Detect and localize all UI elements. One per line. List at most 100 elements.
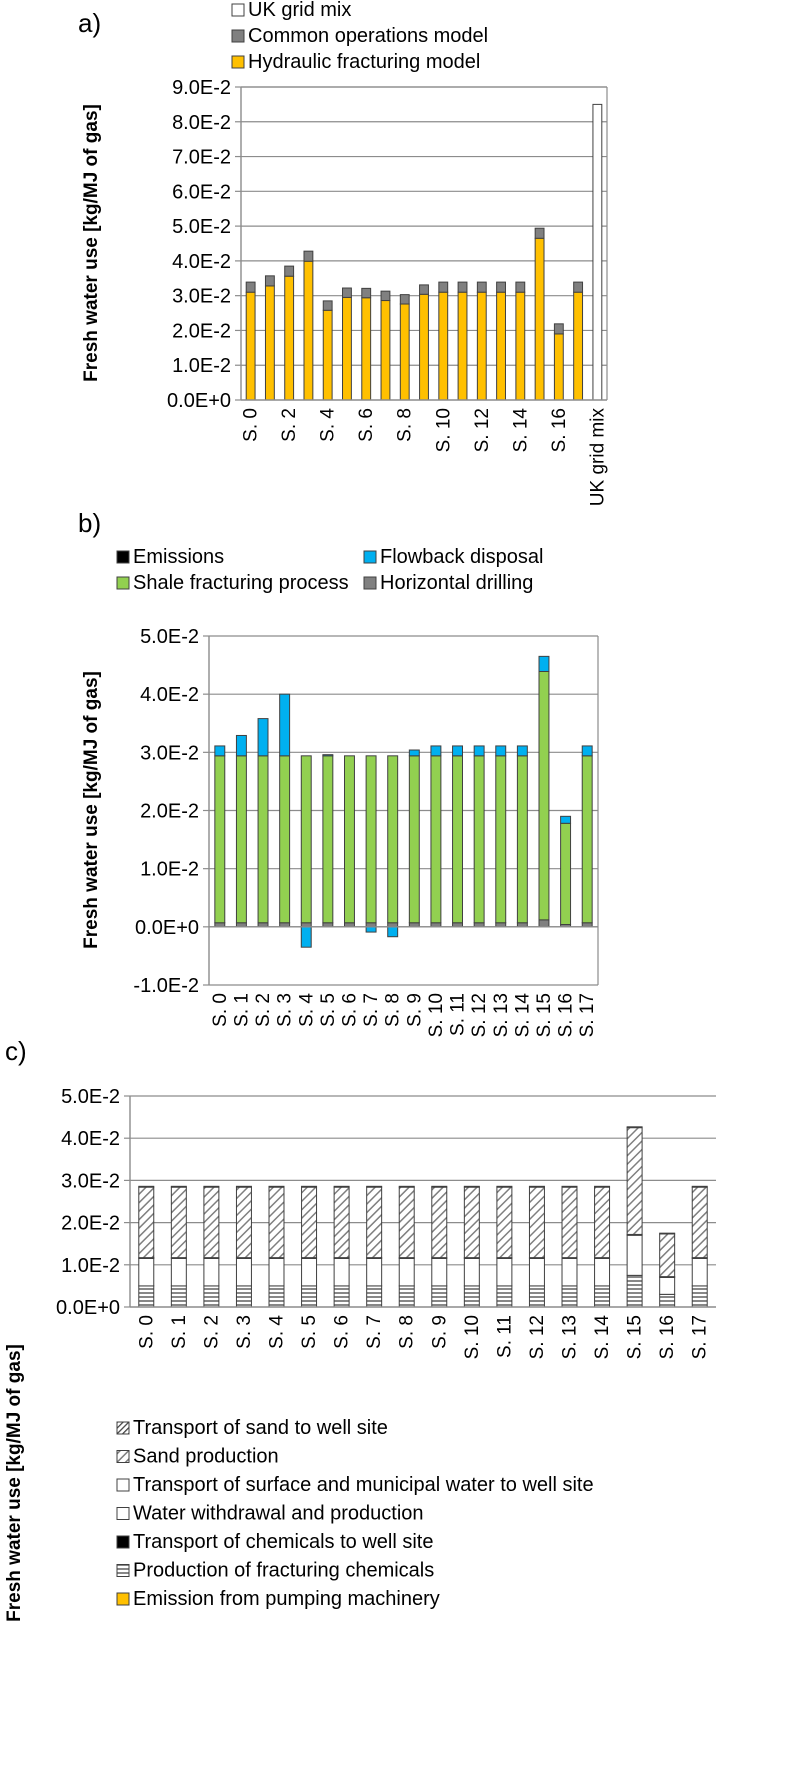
- bar-segment: [268, 1186, 285, 1259]
- bar-segment: [691, 1186, 708, 1259]
- bar-segment: [301, 1285, 318, 1308]
- bar-segment: [463, 1185, 480, 1188]
- bar-segment: [528, 1185, 545, 1188]
- bar-segment: [496, 1285, 513, 1308]
- bar-segment: [430, 745, 442, 757]
- y-tick-label: 0.0E+0: [56, 1297, 120, 1319]
- x-tick-label: S. 17: [577, 993, 598, 1037]
- bar-segment: [691, 1185, 708, 1188]
- bar-segment: [322, 754, 334, 757]
- x-tick-label: S. 0: [136, 1315, 157, 1349]
- legend-swatch: [116, 1478, 130, 1492]
- x-tick-label: S. 8: [397, 1315, 418, 1349]
- bar-segment: [366, 1285, 383, 1308]
- bar-segment: [528, 1285, 545, 1308]
- y-tick-label: 5.0E-2: [140, 626, 199, 648]
- bar-segment: [138, 1185, 155, 1188]
- x-tick-label: S. 10: [426, 993, 447, 1037]
- bar-segment: [538, 670, 550, 921]
- bar-segment: [561, 1185, 578, 1188]
- y-tick-label: 1.0E-2: [140, 859, 199, 881]
- chart-c: c) 5.0E-2 4.0E-2 3.0E-2 2.0E-2 1.0E-2 0.0E+0 Fr…: [4, 1036, 716, 1622]
- legend-label: Transport of sand to well site: [133, 1417, 388, 1439]
- bar-segment: [264, 275, 275, 287]
- bar-segment: [496, 1186, 513, 1259]
- panel-label: b): [78, 508, 101, 538]
- bar-segment: [398, 1186, 415, 1259]
- legend-label: UK grid mix: [248, 0, 351, 21]
- bar-segment: [626, 1274, 643, 1308]
- x-tick-label: S. 4: [318, 408, 339, 442]
- bar-segment: [476, 291, 487, 401]
- x-tick-label: S. 0: [210, 993, 231, 1027]
- legend-swatch: [116, 576, 130, 590]
- bar-segment: [473, 745, 485, 757]
- bar-segment: [235, 1186, 252, 1259]
- bar-segment: [301, 1257, 318, 1287]
- y-tick-label: 5.0E-2: [61, 1086, 120, 1108]
- bar-segment: [300, 926, 312, 948]
- legend-swatch: [116, 1507, 130, 1520]
- bar-segment: [561, 1285, 578, 1308]
- bar-segment: [538, 655, 550, 672]
- x-tick-label: S. 8: [383, 993, 404, 1027]
- x-tick-label: S. 1: [231, 993, 252, 1027]
- x-tick-label: S. 14: [512, 993, 533, 1038]
- bar-segment: [594, 1285, 611, 1308]
- bar-segment: [496, 1257, 513, 1287]
- bar-segment: [279, 755, 291, 924]
- bar-segment: [659, 1293, 676, 1308]
- legend-label: Hydraulic fracturing model: [248, 51, 480, 73]
- x-tick-label: S. 7: [364, 1315, 385, 1349]
- bar-segment: [594, 1185, 611, 1188]
- bar-segment: [366, 1185, 383, 1188]
- bar-segment: [268, 1257, 285, 1287]
- bar-segment: [333, 1185, 350, 1188]
- bar-segment: [553, 323, 564, 335]
- bar-segment: [560, 815, 572, 824]
- bar-segment: [203, 1285, 220, 1308]
- x-tick-label: S. 6: [356, 408, 377, 442]
- bar-segment: [561, 1186, 578, 1259]
- x-tick-label: S. 2: [253, 993, 274, 1027]
- y-axis-title: Fresh water use [kg/MJ of gas]: [81, 104, 102, 382]
- y-tick-label: 4.0E-2: [61, 1128, 120, 1150]
- bar-segment: [214, 755, 226, 924]
- y-tick-label: 0.0E+0: [167, 390, 231, 412]
- bar-segment: [398, 1285, 415, 1308]
- legend-swatch: [116, 1450, 130, 1463]
- y-tick-label: 2.0E-2: [61, 1213, 120, 1235]
- bar-segment: [438, 281, 449, 293]
- legend-label: Production of fracturing chemicals: [133, 1560, 434, 1582]
- bar-segment: [138, 1186, 155, 1259]
- bar-segment: [235, 1257, 252, 1287]
- bar-segment: [170, 1185, 187, 1188]
- bar-segment: [387, 926, 399, 938]
- bar-segment: [496, 1185, 513, 1188]
- y-tick-label: 2.0E-2: [172, 320, 231, 342]
- y-tick-label: 9.0E-2: [172, 77, 231, 99]
- legend-swatch: [231, 3, 245, 17]
- x-tick-label: S. 0: [241, 408, 262, 442]
- bar-segment: [366, 1186, 383, 1259]
- x-tick-label: S. 6: [339, 993, 360, 1027]
- bar-segment: [408, 755, 420, 924]
- bar-segment: [300, 755, 312, 924]
- bar-segment: [245, 281, 256, 293]
- x-tick-label: UK grid mix: [587, 408, 608, 507]
- bar-segment: [452, 745, 463, 757]
- bar-segment: [279, 693, 291, 757]
- bar-segment: [594, 1257, 611, 1287]
- legend-label: Transport of surface and municipal water…: [133, 1474, 594, 1496]
- bar-segment: [659, 1233, 676, 1278]
- x-tick-label: S. 16: [657, 1315, 678, 1359]
- bar-segment: [581, 755, 593, 924]
- bar-segment: [203, 1185, 220, 1188]
- y-tick-label: 3.0E-2: [61, 1170, 120, 1192]
- legend-label: Transport of chemicals to well site: [133, 1531, 433, 1553]
- x-tick-label: S. 5: [299, 1315, 320, 1349]
- bar-segment: [333, 1186, 350, 1259]
- bar-segment: [473, 755, 485, 924]
- bar-segment: [235, 734, 247, 757]
- bar-segment: [431, 1185, 448, 1188]
